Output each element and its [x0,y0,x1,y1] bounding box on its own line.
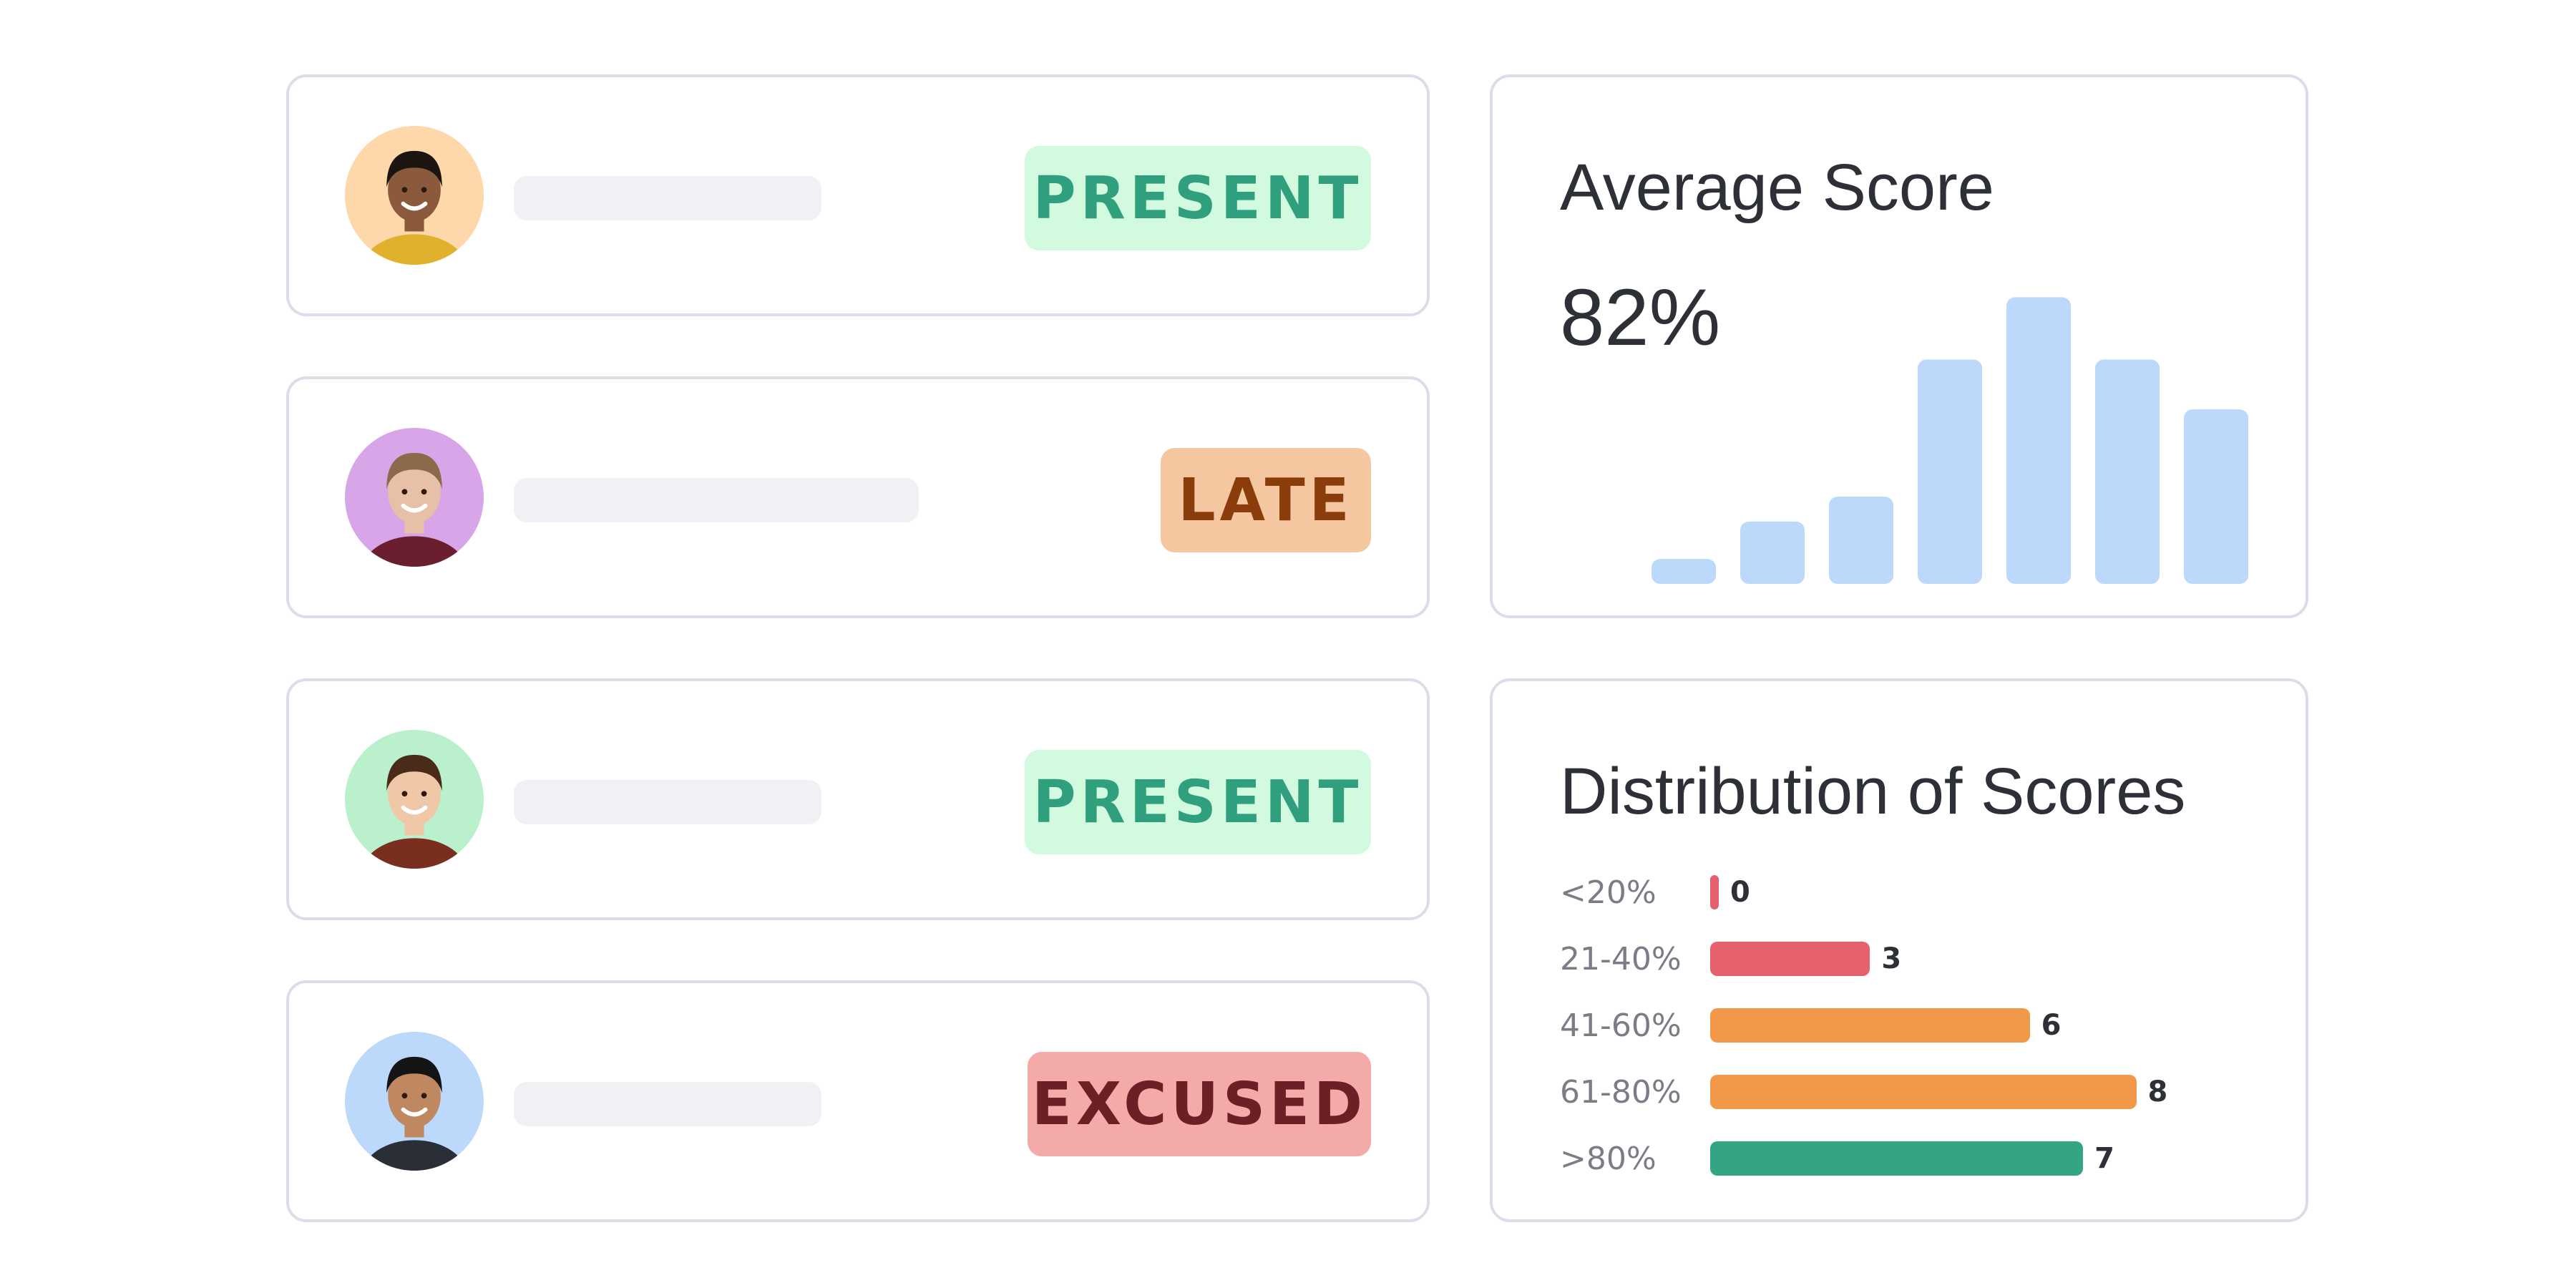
distribution-bar [1710,875,1719,909]
distribution-label: <20% [1560,874,1657,911]
status-badge: PRESENT [1025,750,1371,854]
distribution-row: 41-60% 6 [1560,1007,2062,1044]
histogram-bar [2095,359,2160,584]
distribution-row: <20% 0 [1560,874,1750,911]
name-placeholder [514,478,919,522]
average-score-card: Average Score 82% [1490,74,2308,618]
avatar [345,428,484,567]
average-score-title: Average Score [1560,151,1994,224]
distribution-bar [1710,942,1870,976]
distribution-bar [1710,1075,2137,1109]
histogram-bar [1829,497,1893,584]
average-score-value: 82% [1560,273,1721,362]
status-badge: EXCUSED [1028,1052,1371,1156]
score-histogram [1652,297,2248,584]
distribution-count: 3 [1881,942,1902,975]
distribution-count: 6 [2041,1009,2062,1042]
distribution-count: 8 [2147,1075,2168,1108]
student-card[interactable]: PRESENT [286,678,1430,920]
histogram-bar [1740,521,1805,584]
distribution-bar [1710,1008,2030,1043]
student-card[interactable]: PRESENT [286,74,1430,316]
histogram-bar [2006,297,2071,584]
student-card[interactable]: LATE [286,376,1430,618]
avatar [345,1032,484,1171]
distribution-count: 0 [1730,876,1750,909]
status-badge: LATE [1161,448,1371,552]
distribution-label: 41-60% [1560,1007,1682,1044]
avatar [345,730,484,869]
distribution-label: 61-80% [1560,1073,1682,1111]
histogram-bar [1918,359,1982,584]
name-placeholder [514,176,821,220]
avatar [345,126,484,265]
distribution-card: Distribution of Scores <20% 0 21-40% 3 41-60… [1490,678,2308,1222]
distribution-label: 21-40% [1560,940,1682,977]
distribution-title: Distribution of Scores [1560,755,2186,828]
student-card[interactable]: EXCUSED [286,980,1430,1222]
distribution-row: >80% 7 [1560,1140,2114,1177]
name-placeholder [514,780,821,824]
histogram-bar [2184,409,2248,584]
name-placeholder [514,1082,821,1126]
distribution-label: >80% [1560,1140,1657,1177]
status-badge: PRESENT [1025,146,1371,250]
histogram-bar [1652,559,1716,584]
distribution-row: 21-40% 3 [1560,941,1901,977]
distribution-bar [1710,1141,2084,1176]
distribution-row: 61-80% 8 [1560,1073,2168,1111]
distribution-count: 7 [2094,1142,2114,1175]
